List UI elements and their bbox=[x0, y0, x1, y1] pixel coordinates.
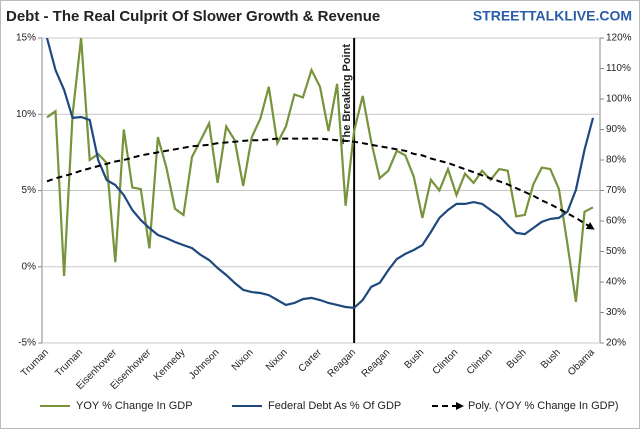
y-tick-label: -5% bbox=[18, 338, 36, 349]
trend-line bbox=[46, 137, 595, 230]
brand: STREETTALKLIVE.COM bbox=[473, 8, 632, 24]
y2-tick-label: 110% bbox=[606, 63, 631, 74]
legend-label: Poly. (YOY % Change In GDP) bbox=[468, 400, 619, 412]
annotation: The Breaking Point bbox=[341, 44, 353, 145]
series-line bbox=[46, 38, 594, 302]
y-tick-label: 10% bbox=[16, 109, 36, 120]
chart-title: Debt - The Real Culprit Of Slower Growth… bbox=[6, 8, 380, 25]
y2-tick-label: 90% bbox=[606, 124, 626, 135]
y-tick-label: 15% bbox=[16, 33, 36, 44]
y2-tick-label: 60% bbox=[606, 216, 626, 227]
y2-tick-label: 120% bbox=[606, 33, 632, 44]
y-tick-label: 0% bbox=[22, 261, 37, 272]
y2-tick-label: 100% bbox=[606, 94, 632, 105]
y2-tick-label: 80% bbox=[606, 155, 626, 166]
y2-tick-label: 40% bbox=[606, 277, 626, 288]
legend-label: Federal Debt As % Of GDP bbox=[268, 400, 401, 412]
series-line bbox=[45, 38, 595, 310]
y2-tick-label: 70% bbox=[606, 185, 626, 196]
y2-tick-label: 30% bbox=[606, 307, 626, 318]
y2-tick-label: 20% bbox=[606, 338, 626, 349]
legend-label: YOY % Change In GDP bbox=[76, 400, 193, 412]
y2-tick-label: 50% bbox=[606, 246, 626, 257]
y-tick-label: 5% bbox=[22, 185, 37, 196]
